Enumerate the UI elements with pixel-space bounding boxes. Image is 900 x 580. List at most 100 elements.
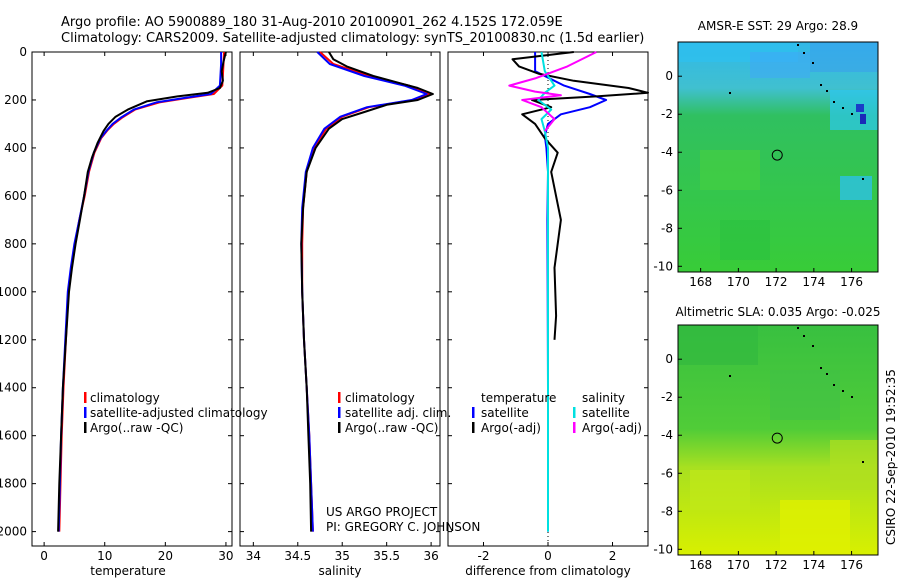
legend-label-climatology: climatology: [345, 391, 415, 405]
sst-map-ticks: 168 170 172 174 176 0 -2 -4 -6 -8 -10: [653, 69, 863, 289]
sla-map-xtick-label: 168: [689, 558, 712, 572]
credits-line-2: PI: GREGORY C. JOHNSON: [326, 520, 480, 534]
sla-float-marker: [771, 432, 783, 444]
sla-map-patches: [678, 325, 878, 555]
salinity-xtick-label: 35.5: [373, 549, 400, 563]
sst-map-xtick-label: 174: [802, 275, 825, 289]
legend-label-sal-satellite: satellite: [582, 406, 630, 420]
temperature-axes: [31, 51, 233, 547]
sla-map-ytick-label: -8: [661, 504, 673, 518]
title-line-1: Argo profile: AO 5900889_180 31-Aug-2010…: [61, 15, 563, 30]
sst-map-panel: AMSR-E SST: 29 Argo: 28.9: [653, 19, 879, 289]
salinity-plot: 34 34.5 35 35.5 36: [240, 51, 440, 563]
sst-float-marker: [771, 149, 783, 161]
salinity-xtick-label: 34.5: [284, 549, 311, 563]
legend-swatch-argo: [84, 422, 87, 433]
depth-tick-label: 600: [4, 189, 27, 203]
legend-group-temperature: temperature: [481, 391, 556, 405]
sst-map-axes: [677, 41, 879, 273]
sla-map-axes: [677, 324, 879, 556]
legend-label-satellite: satellite adj. clim.: [345, 406, 451, 420]
depth-tick-label: 1400: [0, 381, 27, 395]
legend-swatch-temp-argo: [472, 422, 475, 433]
legend-label-sal-argo: Argo(-adj): [582, 421, 642, 435]
sla-map-coastline: [729, 327, 864, 463]
depth-tick-label: 800: [4, 237, 27, 251]
temperature-plot: 0 10 20 30 0 200 400 600 800 1000 1200 1400 1600 1800…: [0, 45, 234, 563]
difference-legend: temperature satellite Argo(-adj) salinit…: [472, 391, 642, 435]
salinity-xtick-label: 34: [246, 549, 261, 563]
difference-xtick-label: 0: [544, 549, 552, 563]
side-timestamp: CSIRO 22-Sep-2010 19:52:35: [884, 369, 898, 545]
temperature-series-climatology: [58, 51, 226, 532]
sla-map-ytick-label: -2: [661, 390, 673, 404]
salinity-series-climatology: [301, 51, 431, 532]
legend-swatch-sal-satellite: [573, 407, 576, 418]
legend-label-climatology: climatology: [90, 391, 160, 405]
credits-line-1: US ARGO PROJECT: [326, 505, 438, 519]
sst-map-ytick-label: -4: [661, 145, 673, 159]
sst-map-ytick-label: 0: [665, 69, 673, 83]
sst-map-title: AMSR-E SST: 29 Argo: 28.9: [698, 19, 858, 33]
temperature-xtick-label: 20: [158, 549, 173, 563]
sst-map-ytick-label: -2: [661, 107, 673, 121]
sla-map-xtick-label: 174: [802, 558, 825, 572]
sla-map-ytick-label: 0: [665, 352, 673, 366]
temperature-series-satellite-adjusted-climatology: [57, 52, 223, 532]
difference-series-salinity-satellite: [537, 51, 556, 532]
depth-tick-label: 0: [19, 45, 27, 59]
difference-xtick-label: 2: [609, 549, 617, 563]
salinity-series-satellite-adj-clim: [300, 51, 428, 532]
sst-map-ytick-label: -8: [661, 221, 673, 235]
depth-tick-label: 1200: [0, 333, 27, 347]
temperature-panel: 0 10 20 30 0 200 400 600 800 1000 1200 1400 1600 1800…: [0, 45, 268, 578]
legend-swatch-sal-argo: [573, 422, 576, 433]
temperature-legend: climatology satellite-adjusted climatolo…: [84, 391, 268, 435]
sla-map-panel: Altimetric SLA: 0.035 Argo: -0.025 168 17…: [653, 305, 880, 572]
difference-series-temperature-argo-adj: [511, 51, 649, 340]
sst-map-ytick-label: -6: [661, 183, 673, 197]
sla-map-xtick-label: 170: [727, 558, 750, 572]
legend-label-temp-satellite: satellite: [481, 406, 529, 420]
legend-label-argo: Argo(..raw -QC): [345, 421, 438, 435]
depth-tick-label: 1800: [0, 477, 27, 491]
salinity-legend: climatology satellite adj. clim. Argo(..…: [338, 391, 451, 435]
sla-map-ticks: 168 170 172 174 176 0 -2 -4 -6 -8 -10: [653, 352, 863, 572]
sla-map-ytick-label: -4: [661, 428, 673, 442]
sla-map-title: Altimetric SLA: 0.035 Argo: -0.025: [675, 305, 880, 319]
difference-plot: -2 0 2: [448, 51, 649, 563]
depth-tick-label: 400: [4, 141, 27, 155]
sla-map-xtick-label: 176: [840, 558, 863, 572]
sst-map-ytick-label: -10: [653, 259, 673, 273]
salinity-xlabel: salinity: [318, 564, 361, 578]
temperature-xtick-label: 30: [218, 549, 233, 563]
depth-tick-label: 1600: [0, 429, 27, 443]
temperature-series-argo-raw-qc: [57, 51, 227, 532]
difference-panel: -2 0 2 difference from climatology tempera…: [447, 51, 649, 578]
legend-label-argo: Argo(..raw -QC): [90, 421, 183, 435]
legend-label-temp-argo: Argo(-adj): [481, 421, 541, 435]
sst-map-xtick-label: 168: [689, 275, 712, 289]
temperature-xlabel: temperature: [90, 564, 165, 578]
difference-series-salinity-argo-adj: [508, 51, 597, 132]
sst-map-xtick-label: 176: [840, 275, 863, 289]
temperature-xtick-label: 0: [40, 549, 48, 563]
title-line-2: Climatology: CARS2009. Satellite-adjuste…: [61, 31, 644, 46]
depth-tick-label: 2000: [0, 525, 27, 539]
temperature-xtick-label: 10: [97, 549, 112, 563]
legend-swatch-argo: [338, 422, 341, 433]
salinity-panel: 34 34.5 35 35.5 36 salinity climatology sate…: [239, 51, 480, 578]
legend-swatch-satellite: [338, 407, 341, 418]
legend-swatch-satellite: [84, 407, 87, 418]
sst-map-patches: [678, 42, 878, 260]
depth-tick-label: 1000: [0, 285, 27, 299]
legend-swatch-climatology: [338, 392, 341, 403]
salinity-series-argo-raw-qc: [300, 51, 434, 532]
salinity-axes: [239, 51, 441, 547]
sla-map-ytick-label: -10: [653, 542, 673, 556]
legend-swatch-temp-satellite: [472, 407, 475, 418]
sla-map-ytick-label: -6: [661, 466, 673, 480]
legend-swatch-climatology: [84, 392, 87, 403]
difference-series-temperature-satellite: [534, 52, 608, 532]
